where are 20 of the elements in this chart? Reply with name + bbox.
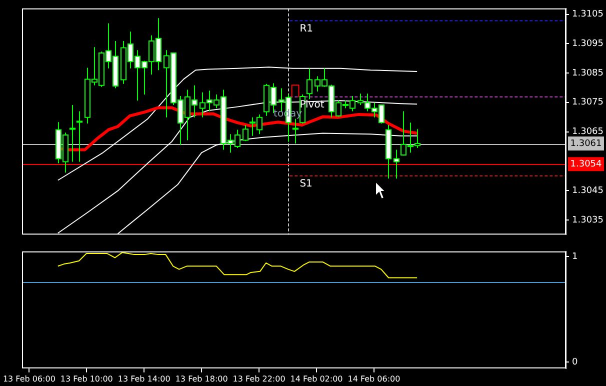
x-tick-label: 13 Feb 22:00 (232, 374, 286, 384)
y-tick-label: 1.3065 (572, 127, 604, 138)
ref-line-label: 1.3061 (570, 138, 602, 149)
y-tick-label: 1.3035 (572, 215, 604, 226)
y-tick-label: 0 (572, 357, 578, 368)
y-tick-label: 1.3045 (572, 186, 604, 196)
x-tick-label: 14 Feb 02:00 (290, 374, 343, 384)
x-tick-label: 13 Feb 18:00 (175, 374, 228, 384)
x-tick-label: 13 Feb 06:00 (2, 374, 56, 384)
series-label: S1 (300, 178, 312, 190)
x-tick-label: 14 Feb 06:00 (348, 374, 400, 384)
y-tick-label: 1 (572, 252, 578, 262)
y-tick-label: 1.3095 (572, 38, 604, 49)
ref-line-label: 1.3054 (570, 159, 602, 170)
y-tick-label: 1.3075 (572, 98, 604, 108)
x-tick-label: 13 Feb 10:00 (60, 374, 113, 384)
y-tick-label: 1.3105 (572, 10, 604, 20)
x-tick-label: 13 Feb 14:00 (118, 374, 170, 384)
series-label: R1 (300, 23, 314, 34)
y-tick-label: 1.3085 (572, 68, 604, 78)
